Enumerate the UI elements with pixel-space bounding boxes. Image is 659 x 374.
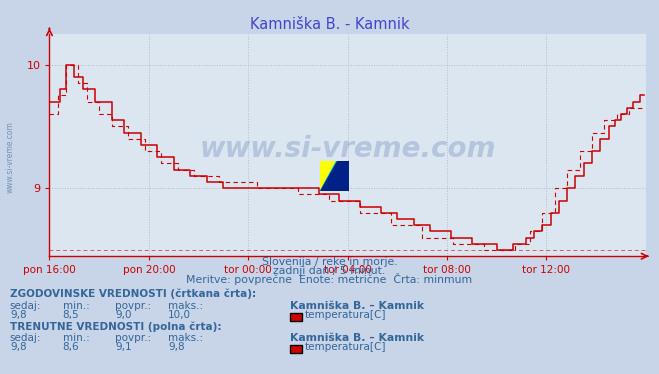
Text: maks.:: maks.: (168, 301, 203, 311)
Text: www.si-vreme.com: www.si-vreme.com (5, 121, 14, 193)
Text: ZGODOVINSKE VREDNOSTI (črtkana črta):: ZGODOVINSKE VREDNOSTI (črtkana črta): (10, 289, 256, 299)
Text: 10,0: 10,0 (168, 310, 191, 320)
Text: 8,5: 8,5 (63, 310, 79, 320)
Text: povpr.:: povpr.: (115, 333, 152, 343)
Text: min.:: min.: (63, 301, 90, 311)
Text: Meritve: povprečne  Enote: metrične  Črta: minmum: Meritve: povprečne Enote: metrične Črta:… (186, 273, 473, 285)
Text: Slovenija / reke in morje.: Slovenija / reke in morje. (262, 257, 397, 267)
Text: povpr.:: povpr.: (115, 301, 152, 311)
Text: 9,8: 9,8 (10, 310, 26, 320)
Text: Kamniška B. – Kamnik: Kamniška B. – Kamnik (290, 301, 424, 311)
Text: maks.:: maks.: (168, 333, 203, 343)
Text: sedaj:: sedaj: (10, 301, 42, 311)
Polygon shape (320, 161, 349, 191)
Text: zadnji dan / 5 minut.: zadnji dan / 5 minut. (273, 266, 386, 276)
Text: sedaj:: sedaj: (10, 333, 42, 343)
Text: Kamniška B. – Kamnik: Kamniška B. – Kamnik (290, 333, 424, 343)
Text: temperatura[C]: temperatura[C] (305, 342, 387, 352)
Polygon shape (320, 161, 336, 191)
Text: Kamniška B. - Kamnik: Kamniška B. - Kamnik (250, 17, 409, 32)
Text: 9,0: 9,0 (115, 310, 132, 320)
Text: 9,8: 9,8 (168, 342, 185, 352)
Text: temperatura[C]: temperatura[C] (305, 310, 387, 320)
Text: 9,8: 9,8 (10, 342, 26, 352)
Text: www.si-vreme.com: www.si-vreme.com (200, 135, 496, 163)
Polygon shape (320, 161, 349, 191)
Text: min.:: min.: (63, 333, 90, 343)
Text: 9,1: 9,1 (115, 342, 132, 352)
Text: TRENUTNE VREDNOSTI (polna črta):: TRENUTNE VREDNOSTI (polna črta): (10, 321, 221, 332)
Text: 8,6: 8,6 (63, 342, 79, 352)
